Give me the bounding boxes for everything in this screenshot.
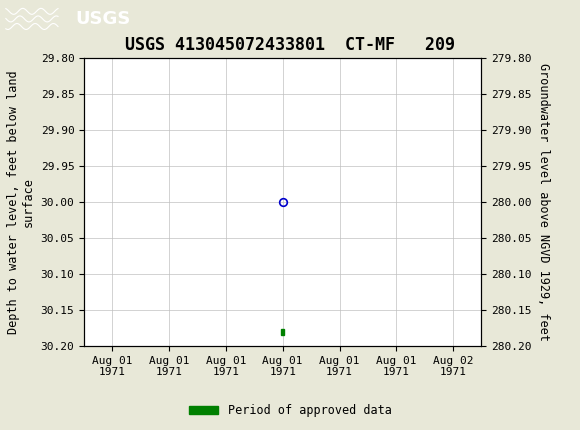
Text: USGS: USGS bbox=[75, 10, 130, 28]
Y-axis label: Groundwater level above NGVD 1929, feet: Groundwater level above NGVD 1929, feet bbox=[537, 63, 550, 341]
Text: USGS 413045072433801  CT-MF   209: USGS 413045072433801 CT-MF 209 bbox=[125, 36, 455, 54]
FancyBboxPatch shape bbox=[281, 329, 284, 335]
Legend: Period of approved data: Period of approved data bbox=[184, 399, 396, 422]
Y-axis label: Depth to water level, feet below land
surface: Depth to water level, feet below land su… bbox=[7, 70, 35, 334]
